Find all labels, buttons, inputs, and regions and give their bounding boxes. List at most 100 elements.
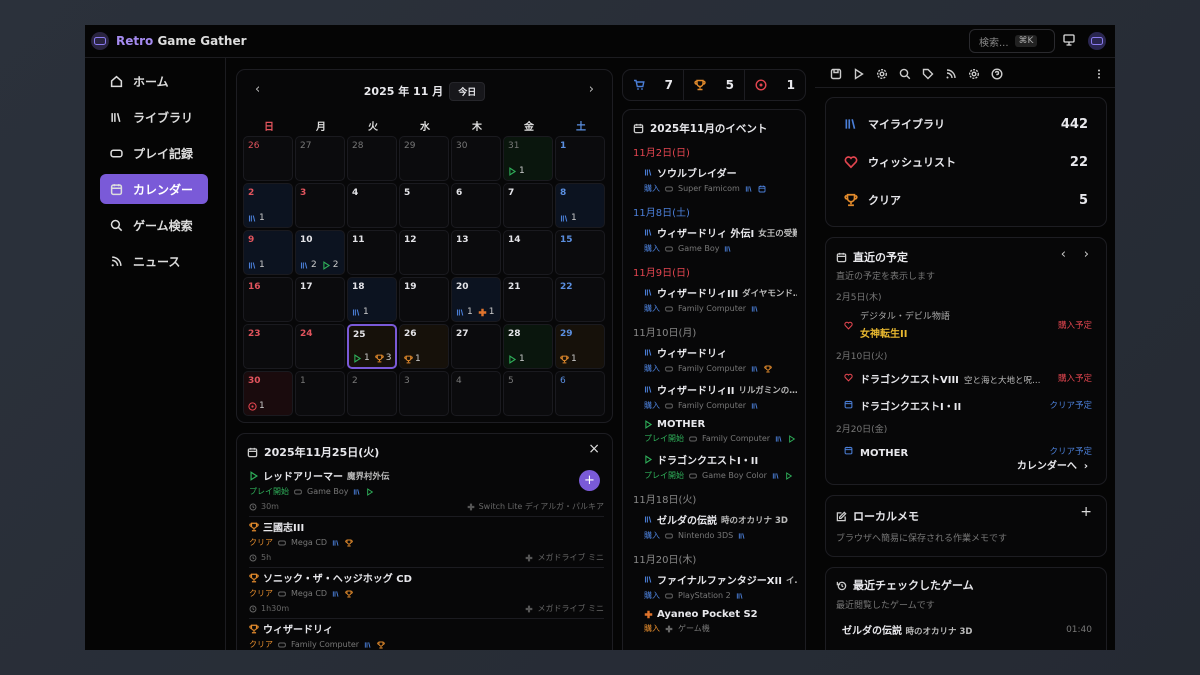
calendar-day[interactable]: 14	[503, 230, 553, 275]
upcoming-item[interactable]: ドラゴンクエストI・II クリア予定	[844, 395, 1092, 414]
calendar-day[interactable]: 18 1	[347, 277, 397, 322]
gear-button[interactable]	[968, 68, 980, 80]
calendar-day[interactable]: 27	[451, 324, 501, 369]
calendar-day[interactable]: 4	[451, 371, 501, 416]
save-button[interactable]	[830, 68, 842, 80]
recent-item[interactable]: ゼルダの伝説 時のオカリナ 3D 01:40	[842, 622, 1092, 638]
calendar-day[interactable]: 20 1 1	[451, 277, 501, 322]
calendar-day[interactable]: 27	[295, 136, 345, 181]
calendar-day[interactable]: 4	[347, 183, 397, 228]
tag-button[interactable]	[922, 68, 934, 80]
play-button[interactable]	[853, 68, 865, 80]
calendar-day[interactable]: 17	[295, 277, 345, 322]
calendar-day[interactable]: 2	[347, 371, 397, 416]
event-item[interactable]: ソウルブレイダー 購入 Super Famicom	[644, 165, 797, 194]
upcoming-item[interactable]: ドラゴンクエストVIII 空と海と大地と呪… 購入予定	[844, 368, 1092, 387]
monitor-icon[interactable]	[1063, 34, 1075, 46]
sidebar-item-0[interactable]: ホーム	[100, 66, 208, 96]
add-memo-button[interactable]: +	[1080, 504, 1092, 520]
calendar-day[interactable]: 10 2 2	[295, 230, 345, 275]
close-button[interactable]: ×	[588, 441, 600, 457]
calendar-day[interactable]: 26 1	[399, 324, 449, 369]
event-item[interactable]: MOTHER プレイ開始 Family Computer	[644, 419, 797, 444]
today-button[interactable]: 今日	[449, 82, 486, 101]
calendar-day[interactable]: 24	[295, 324, 345, 369]
calendar-day[interactable]: 19	[399, 277, 449, 322]
stat-cart[interactable]: 7	[623, 70, 684, 100]
go-calendar-link[interactable]: カレンダーへ ›	[1016, 461, 1088, 472]
gamepad-icon	[294, 488, 302, 496]
search-button[interactable]	[899, 68, 911, 80]
calendar-day[interactable]: 31 1	[503, 136, 553, 181]
calendar-day[interactable]: 3	[399, 371, 449, 416]
day-record-item[interactable]: 三國志III クリア Mega CD 5h メガドライブ ミニ	[249, 519, 604, 568]
user-avatar[interactable]	[1088, 32, 1106, 50]
day-record-item[interactable]: ウィザードリィ クリア Family Computer	[249, 621, 604, 650]
calendar-day[interactable]: 22	[555, 277, 605, 322]
calendar-day[interactable]: 6	[451, 183, 501, 228]
event-item[interactable]: ウィザードリィII リルガミンの… 購入 Family Computer	[644, 382, 797, 411]
stat-target[interactable]: 1	[745, 70, 805, 100]
logo-icon[interactable]	[91, 32, 109, 50]
calendar-day[interactable]: 21	[503, 277, 553, 322]
calendar-day[interactable]: 12	[399, 230, 449, 275]
calendar-day[interactable]: 6	[555, 371, 605, 416]
calendar-day[interactable]: 15	[555, 230, 605, 275]
calendar-day[interactable]: 23	[243, 324, 293, 369]
calendar-day[interactable]: 13	[451, 230, 501, 275]
calendar-day[interactable]: 30 1	[243, 371, 293, 416]
calendar-day[interactable]: 7	[503, 183, 553, 228]
prev-month-button[interactable]: ‹	[255, 82, 261, 97]
day-number: 1	[560, 141, 567, 151]
day-record-item[interactable]: ソニック・ザ・ヘッジホッグ CD クリア Mega CD 1h30m メガドライブ …	[249, 570, 604, 619]
event-item[interactable]: ドラゴンクエストI・II プレイ開始 Game Boy Color	[644, 452, 797, 481]
upcoming-prev-button[interactable]: ‹	[1060, 247, 1066, 262]
rss-button[interactable]	[945, 68, 957, 80]
summary-lib[interactable]: マイライブラリ 442	[844, 116, 1088, 132]
calendar-day[interactable]: 1	[295, 371, 345, 416]
add-record-button[interactable]: +	[579, 470, 600, 491]
sidebar-item-1[interactable]: ライブラリ	[100, 102, 208, 132]
calendar-day[interactable]: 5	[503, 371, 553, 416]
calendar-day[interactable]: 5	[399, 183, 449, 228]
gamepad-button[interactable]	[876, 68, 888, 80]
calendar-day[interactable]: 29 1	[555, 324, 605, 369]
calendar-day[interactable]: 28	[347, 136, 397, 181]
event-item[interactable]: Ayaneo Pocket S2 購入 ゲーム機	[644, 609, 797, 634]
event-item[interactable]: ウィザードリィ 外伝I 女王の受難 購入 Game Boy	[644, 225, 797, 254]
sidebar-item-3[interactable]: カレンダー	[100, 174, 208, 204]
event-item[interactable]: ウィザードリィIII ダイヤモンド… 購入 Family Computer	[644, 285, 797, 314]
event-item[interactable]: ゼルダの伝説 時のオカリナ 3D 購入 Nintendo 3DS	[644, 512, 797, 541]
calendar-day[interactable]: 28 1	[503, 324, 553, 369]
calendar-day[interactable]: 25 1 3	[347, 324, 397, 369]
sidebar-item-5[interactable]: ニュース	[100, 246, 208, 276]
upcoming-item[interactable]: MOTHER クリア予定	[844, 441, 1092, 460]
calendar-day[interactable]: 3	[295, 183, 345, 228]
calendar-day[interactable]: 16	[243, 277, 293, 322]
brand[interactable]: Retro Game Gather	[116, 34, 247, 48]
sidebar-item-4[interactable]: ゲーム検索	[100, 210, 208, 240]
more-button[interactable]	[1093, 68, 1105, 80]
upcoming-next-button[interactable]: ›	[1083, 247, 1089, 262]
search-button[interactable]: 検索... ⌘K	[969, 29, 1055, 53]
upcoming-item[interactable]: デジタル・デビル物語 女神転生II 購入予定	[844, 309, 1092, 341]
summary-trophy[interactable]: クリア 5	[844, 192, 1088, 208]
gamepad-icon	[278, 590, 286, 598]
stat-trophy[interactable]: 5	[684, 70, 745, 100]
sidebar-item-2[interactable]: プレイ記録	[100, 138, 208, 168]
calendar-day[interactable]: 11	[347, 230, 397, 275]
calendar-day[interactable]: 1	[555, 136, 605, 181]
event-item[interactable]: ウィザードリィ 購入 Family Computer	[644, 345, 797, 374]
day-record-item[interactable]: レッドアリーマー 魔界村外伝 プレイ開始 Game Boy 30m Switch Li…	[249, 468, 604, 517]
calendar-day[interactable]: 26	[243, 136, 293, 181]
calendar-day[interactable]: 30	[451, 136, 501, 181]
help-button[interactable]	[991, 68, 1003, 80]
summary-heart[interactable]: ウィッシュリスト 22	[844, 154, 1088, 170]
next-month-button[interactable]: ›	[588, 82, 594, 97]
calendar-day[interactable]: 29	[399, 136, 449, 181]
library-icon	[332, 590, 340, 598]
